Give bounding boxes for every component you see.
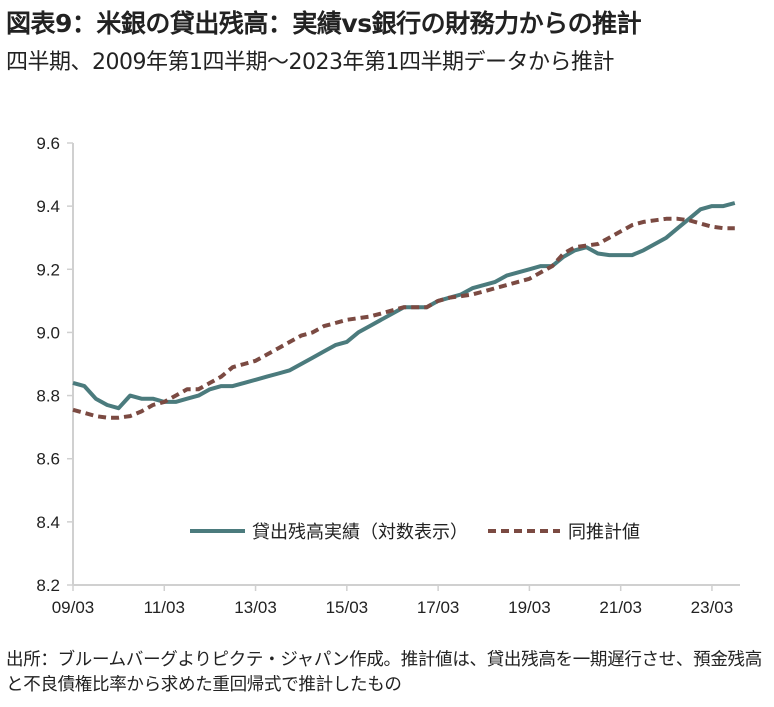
x-tick-label: 19/03: [508, 598, 551, 617]
legend-label-estimate: 同推計値: [568, 522, 640, 543]
y-tick-label: 8.4: [36, 513, 60, 532]
y-tick-label: 8.6: [36, 450, 60, 469]
x-tick-label: 09/03: [52, 598, 95, 617]
series-line-estimate: [72, 216, 735, 420]
y-tick-label: 8.8: [36, 387, 60, 406]
y-tick-label: 9.2: [36, 260, 60, 279]
chart-subtitle: 四半期、2009年第1四半期～2023年第1四半期データから推計: [6, 50, 614, 75]
legend: 貸出残高実績（対数表示） 同推計値: [190, 522, 640, 543]
x-tick-label: 15/03: [326, 598, 369, 617]
y-tick-label: 9.6: [36, 134, 60, 153]
x-tick-label: 11/03: [144, 598, 185, 617]
chart-title: 図表9：米銀の貸出残高：実績vs銀行の財務力からの推計: [6, 9, 642, 38]
x-tick-label: 13/03: [234, 598, 277, 617]
x-tick-label: 21/03: [599, 598, 642, 617]
y-tick-label: 8.2: [36, 576, 60, 595]
source-note: 出所：ブルームバーグよりピクテ・ジャパン作成。推計値は、貸出残高を一期遅行させ、…: [6, 650, 762, 695]
x-tick-label: 23/03: [691, 598, 734, 617]
y-tick-label: 9.0: [36, 323, 60, 342]
legend-label-actual: 貸出残高実績（対数表示）: [252, 522, 468, 543]
x-tick-label: 17/03: [417, 598, 460, 617]
y-tick-label: 9.4: [36, 197, 60, 216]
